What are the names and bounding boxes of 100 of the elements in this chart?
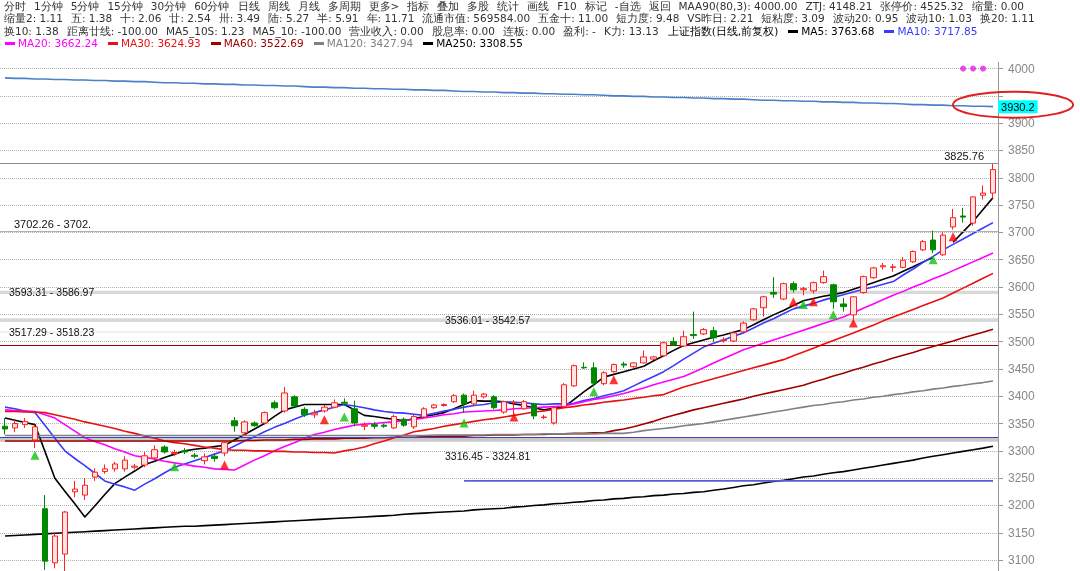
text: 缩量2: 1.11 (3, 12, 64, 25)
candlestick (481, 392, 487, 399)
y-tick-label: 3650 (1008, 252, 1036, 267)
line-series (4, 272, 994, 454)
text: 更多> (367, 0, 401, 13)
line-series (4, 380, 994, 437)
candlestick (501, 400, 507, 415)
candlestick (241, 419, 248, 437)
candlestick (22, 417, 28, 429)
text: 画线 (526, 0, 551, 13)
candlestick (112, 461, 118, 473)
legend-label: MA60: 3522.69 (223, 37, 304, 50)
candlestick (780, 282, 787, 301)
candlestick (471, 390, 477, 407)
candlestick (421, 406, 427, 419)
candlestick (62, 510, 68, 571)
text: -自选 (613, 0, 642, 13)
candlestick (720, 336, 727, 344)
text: MA5_10: -100.00 (251, 24, 343, 38)
candlestick (810, 281, 817, 295)
text: F10 (556, 0, 578, 13)
candlestick (141, 451, 148, 468)
text: 分时 (3, 0, 27, 13)
candlestick (281, 386, 288, 414)
candlestick (331, 399, 338, 409)
text: 营业收入: 0.00 (348, 24, 425, 38)
candlestick (561, 382, 567, 409)
candlestick (181, 447, 188, 455)
legend-label: MA10: 3717.85 (897, 24, 978, 38)
candlestick (990, 163, 996, 200)
candlestick (890, 263, 896, 273)
candlestick (940, 231, 946, 257)
line-series (4, 328, 994, 442)
y-tick-label: 4000 (1008, 61, 1036, 76)
candlestick (361, 421, 368, 431)
candlestick (640, 349, 647, 364)
band-label: 3536.01 - 3542.57 (445, 314, 531, 327)
legend-label: MA30: 3624.93 (120, 37, 201, 50)
y-tick-label: 3400 (1008, 389, 1036, 404)
candlestick (431, 403, 437, 410)
candlestick (930, 230, 936, 254)
candlestick (271, 400, 278, 410)
candlestick (800, 286, 807, 296)
candlestick (291, 394, 298, 408)
candlestick (900, 256, 906, 269)
text: 月线 (296, 0, 321, 13)
candlestick (231, 416, 238, 433)
text: 五金十: 11.00 (537, 12, 610, 25)
candlestick (630, 361, 637, 369)
candlestick (451, 393, 457, 404)
text: 换10: 1.38 (3, 24, 60, 38)
text: 15分钟 (106, 0, 144, 13)
candlestick (82, 477, 88, 501)
y-tick-label: 3350 (1008, 416, 1036, 431)
point (30, 450, 40, 460)
candlestick (611, 362, 617, 374)
legend-label: MA250: 3308.55 (436, 37, 523, 50)
candlestick (730, 331, 737, 343)
candlestick (690, 311, 697, 340)
text: 盈利: - (562, 24, 597, 38)
y-tick-label: 3100 (1008, 553, 1036, 568)
y-tick-label: 3500 (1008, 334, 1036, 349)
candlestick (381, 423, 387, 429)
candlestick (151, 444, 158, 462)
point (960, 65, 967, 72)
candlestick (920, 239, 926, 252)
y-tick-label: 3600 (1008, 280, 1036, 295)
text: 卅: 3.49 (217, 12, 261, 25)
ref-line-label: 3825.76 (944, 150, 984, 163)
candlestick (541, 414, 547, 420)
candlestick (371, 421, 378, 430)
candlestick (2, 417, 8, 435)
candlestick (571, 364, 577, 388)
point (928, 255, 938, 265)
point (970, 65, 977, 72)
candlestick (211, 453, 218, 463)
candlestick (161, 444, 168, 455)
candlestick (750, 307, 757, 322)
candlestick (191, 452, 198, 459)
text: 陆: 5.27 (267, 12, 311, 25)
text: 半: 5.91 (316, 12, 360, 25)
candlestick (52, 532, 58, 569)
candlestick (531, 402, 537, 420)
y-tick-label: 3300 (1008, 443, 1036, 458)
data-label: 3930.2 (1001, 100, 1035, 113)
candlestick (12, 419, 18, 433)
text: 距离廿线: -100.00 (65, 24, 160, 38)
candlestick (401, 417, 407, 428)
candlestick (860, 275, 867, 295)
candlestick (980, 184, 986, 201)
candlestick (131, 463, 138, 470)
candlestick (790, 281, 797, 293)
text: 标记 (583, 0, 608, 13)
candlestick (970, 195, 976, 227)
y-tick-label: 3250 (1008, 471, 1036, 486)
text: K力: 13.13 (602, 24, 660, 38)
candlestick (72, 480, 78, 498)
text: 五: 1.38 (69, 12, 114, 25)
candlestick (32, 424, 38, 449)
text: VS昨日: 2.21 (686, 12, 755, 25)
